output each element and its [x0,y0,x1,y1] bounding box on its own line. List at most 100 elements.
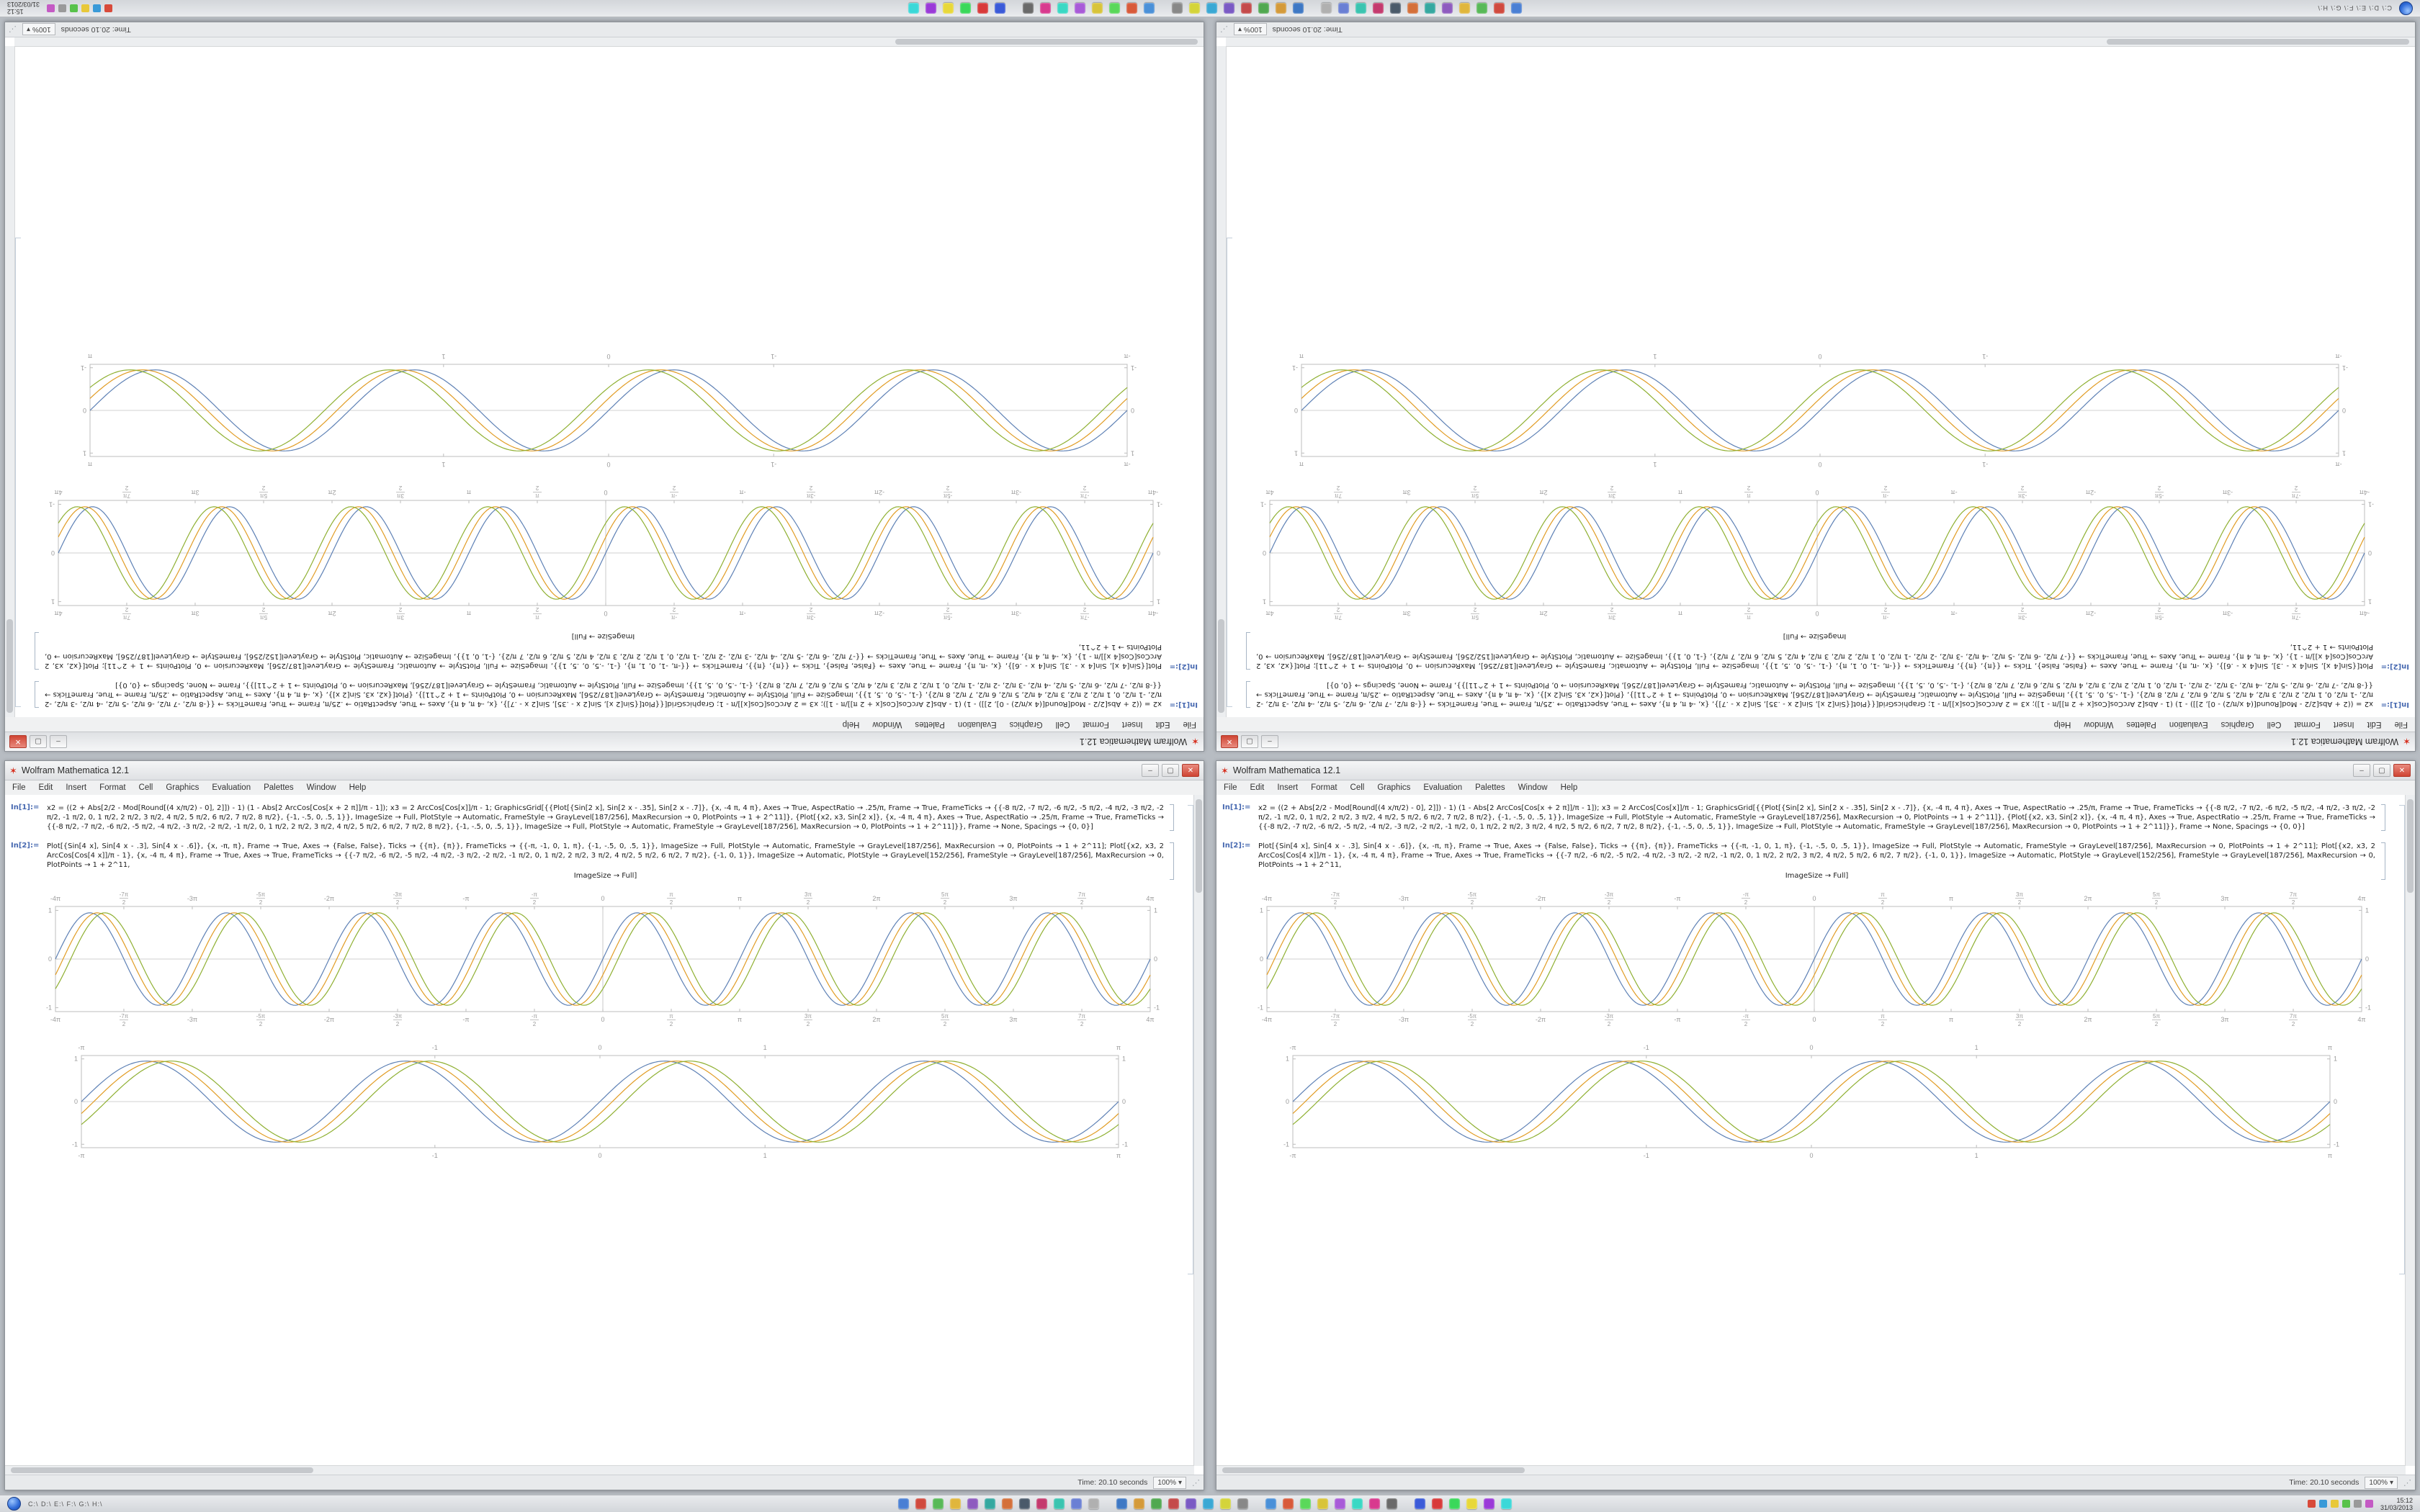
code-cell[interactable]: In[1]:= x2 = ((2 + Abs[2/2 - Mod[Round[(4… [33,680,1198,708]
menu-graphics[interactable]: Graphics [1009,720,1043,729]
cell-bracket[interactable] [1246,632,1250,670]
taskbar-app-icon[interactable] [1116,1498,1128,1509]
cell-group-bracket[interactable] [15,238,21,707]
taskbar-app-icon[interactable] [1432,1498,1443,1509]
menu-evaluation[interactable]: Evaluation [1423,783,1463,792]
horizontal-scrollbar-thumb[interactable] [11,1467,313,1473]
taskbar-app-icon[interactable] [1372,3,1384,14]
taskbar-app-icon[interactable] [1126,3,1137,14]
taskbar-app-icon[interactable] [1369,1498,1381,1509]
taskbar-app-icon[interactable] [1484,1498,1495,1509]
magnification-control[interactable]: 100% ▾ [22,23,55,36]
code-cell[interactable]: In[1]:= x2 = ((2 + Abs[2/2 - Mod[Round[(4… [11,804,1175,832]
taskbar-app-icon[interactable] [933,1498,944,1509]
taskbar-app-icon[interactable] [1171,3,1183,14]
tray-icon[interactable] [70,4,79,12]
cell-group-bracket[interactable] [2399,805,2405,1274]
menu-palettes[interactable]: Palettes [2126,720,2156,729]
magnification-control[interactable]: 100% ▾ [2365,1476,2398,1489]
taskbar-app-icon[interactable] [1258,3,1269,14]
code-cell[interactable]: In[1]:= x2 = ((2 + Abs[2/2 - Mod[Round[(4… [1222,804,2387,832]
menu-cell[interactable]: Cell [1055,720,1070,729]
horizontal-scrollbar[interactable] [5,1465,1194,1475]
taskbar-app-icon[interactable] [1071,1498,1083,1509]
cell-bracket[interactable] [2381,842,2385,880]
menu-palettes[interactable]: Palettes [1475,783,1505,792]
code-cell[interactable]: In[1]:= x2 = ((2 + Abs[2/2 - Mod[Round[(4… [1245,680,2409,708]
vertical-scrollbar-thumb[interactable] [1196,799,1202,893]
taskbar-app-icon[interactable] [1317,1498,1329,1509]
window-titlebar[interactable]: ✶ Wolfram Mathematica 12.1 – ▢ ✕ [5,761,1204,780]
tray-icon[interactable] [2318,1500,2327,1508]
window-titlebar[interactable]: ✶ Wolfram Mathematica 12.1 – ▢ ✕ [1216,761,2415,780]
maximize-button[interactable]: ▢ [1241,735,1258,748]
taskbar-app-icon[interactable] [1493,3,1505,14]
notebook-content[interactable]: In[1]:= x2 = ((2 + Abs[2/2 - Mod[Round[(4… [14,46,1204,717]
menu-file[interactable]: File [1224,783,1237,792]
menu-help[interactable]: Help [2053,720,2071,729]
taskbar-app-icon[interactable] [1039,3,1051,14]
taskbar-app-icon[interactable] [1407,3,1418,14]
horizontal-scrollbar[interactable] [14,37,1204,47]
vertical-scrollbar[interactable] [2405,795,2415,1466]
tray-icon[interactable] [2307,1500,2316,1508]
notebook-content[interactable]: In[1]:= x2 = ((2 + Abs[2/2 - Mod[Round[(4… [5,795,1194,1466]
taskbar-app-icon[interactable] [1265,1498,1277,1509]
menu-window[interactable]: Window [306,783,336,792]
vertical-scrollbar-thumb[interactable] [2407,799,2414,893]
vertical-scrollbar-thumb[interactable] [1218,619,1224,713]
taskbar-app-icon[interactable] [1466,1498,1478,1509]
menu-graphics[interactable]: Graphics [166,783,200,792]
window-titlebar[interactable]: ✶ Wolfram Mathematica 12.1 – ▢ ✕ [5,732,1204,751]
taskbar-app-icon[interactable] [1237,1498,1249,1509]
code-cell[interactable]: In[2]:= Plot[{Sin[4 x], Sin[4 x - .3], Si… [1222,842,2387,881]
maximize-button[interactable]: ▢ [2373,764,2390,777]
menu-edit[interactable]: Edit [38,783,53,792]
taskbar-app-icon[interactable] [1476,3,1487,14]
vertical-scrollbar-thumb[interactable] [6,619,13,713]
taskbar-app-icon[interactable] [1415,1498,1426,1509]
taskbar-app-icon[interactable] [994,3,1005,14]
taskbar-app-icon[interactable] [1091,3,1103,14]
taskbar-app-icon[interactable] [1188,3,1200,14]
taskbar-app-icon[interactable] [1002,1498,1013,1509]
start-button[interactable] [2399,1,2413,15]
menu-format[interactable]: Format [1311,783,1337,792]
maximize-button[interactable]: ▢ [1162,764,1179,777]
start-button[interactable] [7,1497,21,1511]
menu-format[interactable]: Format [2294,720,2321,729]
close-button[interactable]: ✕ [2393,764,2411,777]
taskbar-app-icon[interactable] [1036,1498,1048,1509]
menu-file[interactable]: File [12,783,26,792]
cell-bracket[interactable] [1170,804,1174,831]
menu-window[interactable]: Window [2084,720,2114,729]
taskbar-app-icon[interactable] [1168,1498,1180,1509]
menu-format[interactable]: Format [99,783,126,792]
taskbar-app-icon[interactable] [1355,3,1366,14]
close-button[interactable]: ✕ [1221,735,1238,748]
menu-file[interactable]: File [1183,720,1196,729]
code-cell[interactable]: In[2]:= Plot[{Sin[4 x], Sin[4 x - .3], Si… [33,631,1198,670]
cell-group-bracket[interactable] [1227,238,1232,707]
taskbar-app-icon[interactable] [1449,1498,1461,1509]
taskbar-app-icon[interactable] [1283,1498,1294,1509]
minimize-button[interactable]: – [1261,735,1278,748]
cell-bracket[interactable] [1246,681,1250,708]
notebook-content[interactable]: In[1]:= x2 = ((2 + Abs[2/2 - Mod[Round[(4… [1216,795,2406,1466]
horizontal-scrollbar[interactable] [1226,37,2415,47]
taskbar-app-icon[interactable] [1292,3,1304,14]
menu-palettes[interactable]: Palettes [915,720,945,729]
horizontal-scrollbar-thumb[interactable] [1222,1467,1525,1473]
taskbar-clock[interactable]: 15:12 31/03/2013 [2380,1497,2413,1511]
taskbar-app-icon[interactable] [1424,3,1435,14]
menu-evaluation[interactable]: Evaluation [212,783,251,792]
tray-icon[interactable] [2353,1500,2362,1508]
tray-icon[interactable] [104,4,113,12]
vertical-scrollbar[interactable] [5,46,15,717]
menu-graphics[interactable]: Graphics [1377,783,1411,792]
menu-edit[interactable]: Edit [1155,720,1170,729]
taskbar-app-icon[interactable] [908,3,919,14]
taskbar-app-icon[interactable] [1337,3,1349,14]
taskbar-app-icon[interactable] [1186,1498,1197,1509]
menu-format[interactable]: Format [1083,720,1109,729]
